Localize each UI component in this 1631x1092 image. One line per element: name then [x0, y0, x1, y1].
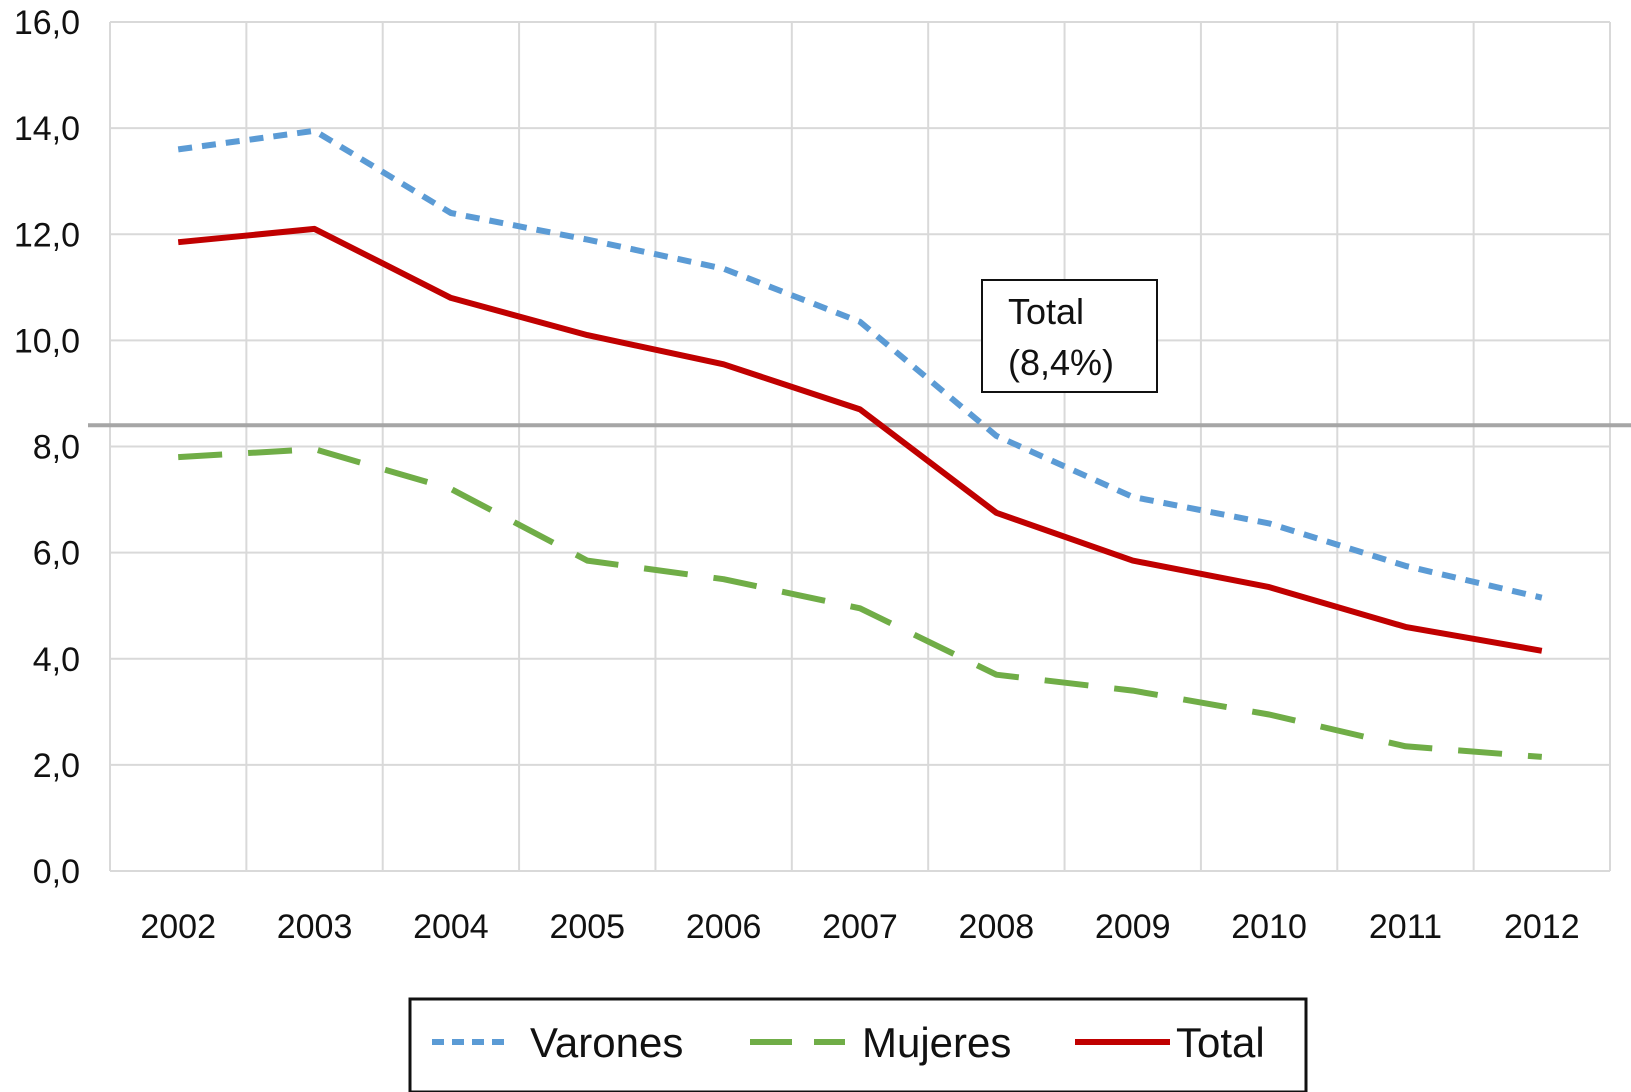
y-tick-label: 6,0	[33, 535, 80, 573]
x-tick-label: 2011	[1369, 908, 1442, 946]
y-tick-label: 16,0	[14, 4, 80, 42]
annotation-box: Total (8,4%)	[981, 279, 1158, 393]
x-tick-label: 2003	[277, 908, 353, 946]
y-tick-label: 0,0	[33, 853, 80, 891]
y-tick-label: 10,0	[14, 322, 80, 360]
annotation-line-2: (8,4%)	[1008, 342, 1114, 383]
x-tick-label: 2007	[822, 908, 898, 946]
annotation-line-1: Total	[1008, 291, 1084, 332]
series-line-mujeres	[178, 446, 1543, 760]
x-tick-label: 2002	[140, 908, 216, 946]
x-tick-label: 2012	[1504, 908, 1580, 946]
legend: Varones Mujeres Total	[408, 997, 1308, 1092]
series-lines	[177, 127, 1543, 760]
series-line-total	[177, 225, 1543, 654]
series-line-varones	[177, 127, 1543, 601]
y-axis-ticks: 0,0 2,0 4,0 6,0 8,0 10,0 12,0 14,0 16,0	[14, 4, 80, 891]
legend-item-total: Total	[1075, 1019, 1265, 1066]
x-axis-ticks: 2002 2003 2004 2005 2006 2007 2008 2009 2010 2011…	[140, 908, 1579, 946]
y-tick-label: 14,0	[14, 110, 80, 148]
y-tick-label: 4,0	[33, 641, 80, 679]
legend-item-mujeres: Mujeres	[750, 1019, 1011, 1066]
legend-label-varones: Varones	[530, 1019, 683, 1066]
x-tick-label: 2005	[549, 908, 625, 946]
x-tick-label: 2006	[686, 908, 762, 946]
x-tick-label: 2008	[959, 908, 1035, 946]
y-tick-label: 2,0	[33, 747, 80, 785]
legend-label-total: Total	[1176, 1019, 1265, 1066]
x-tick-label: 2010	[1231, 908, 1307, 946]
legend-label-mujeres: Mujeres	[862, 1019, 1011, 1066]
y-tick-label: 12,0	[14, 216, 80, 254]
x-tick-label: 2009	[1095, 908, 1171, 946]
legend-frame	[408, 997, 1308, 1092]
y-tick-label: 8,0	[33, 429, 80, 467]
x-tick-label: 2004	[413, 908, 489, 946]
annotation-frame	[981, 279, 1158, 393]
legend-item-varones: Varones	[432, 1019, 683, 1066]
